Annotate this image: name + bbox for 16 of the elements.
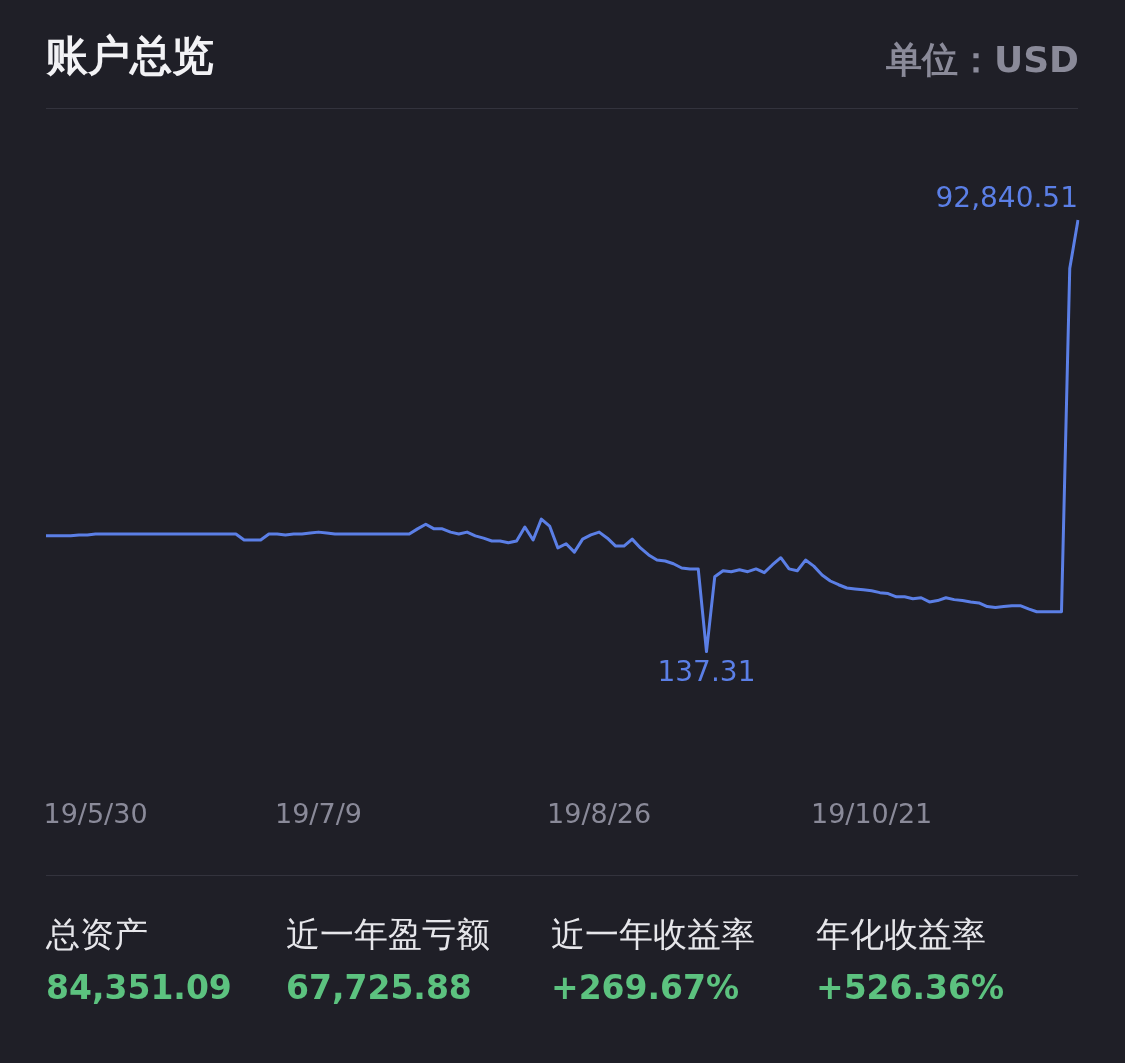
text: 84,351.09	[46, 968, 232, 1007]
x-tick-label: 19/7/9	[274, 797, 362, 829]
text: 近一年收益率	[551, 913, 755, 956]
text: 年化收益率	[816, 913, 987, 956]
text: +269.67%	[551, 968, 741, 1007]
text: 总资产	[46, 913, 149, 956]
chart-title: 账户总览	[46, 30, 214, 82]
data-label: 137.31	[657, 654, 756, 688]
text: 近一年盈亏额	[286, 913, 490, 956]
text: 67,725.88	[286, 968, 473, 1007]
x-tick-label: 19/10/21	[810, 797, 933, 829]
x-tick-label: 19/5/30	[43, 797, 148, 829]
x-tick-label: 19/8/26	[547, 797, 652, 829]
data-label: 92,840.51	[935, 181, 1079, 215]
text: +526.36%	[816, 968, 1005, 1007]
chart-subtitle: 单位：USD	[885, 38, 1079, 82]
